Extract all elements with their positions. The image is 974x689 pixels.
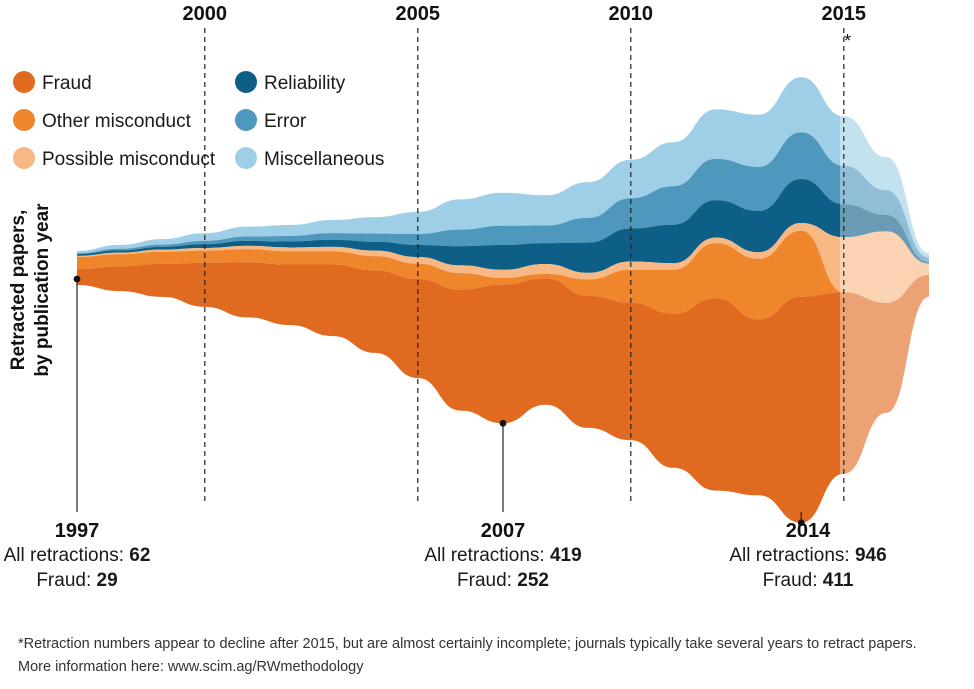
stream-other-misconduct: [77, 230, 929, 320]
footnote-link-line[interactable]: More information here: www.scim.ag/RWmet…: [18, 659, 364, 675]
annotation-leaders: [73, 275, 805, 527]
stream-error: [77, 132, 929, 263]
annotation-year: 1997: [55, 520, 100, 542]
year-gridlines: 2000 2005 2010 2015: [183, 3, 867, 505]
legend-swatch: [235, 147, 257, 169]
annotation-2014: 2014 All retractions: 946 Fraud: 411: [729, 520, 886, 591]
annotation-all-label: All retractions:: [729, 545, 855, 566]
x-tick-label: 2015: [822, 3, 867, 25]
x-tick-label: 2010: [609, 3, 654, 25]
stream-fraud: [77, 262, 929, 523]
legend-swatch: [13, 71, 35, 93]
legend-swatch: [13, 109, 35, 131]
annotation-fraud-value: 252: [517, 570, 549, 591]
annotation-1997: 1997 All retractions: 62 Fraud: 29: [4, 520, 151, 591]
legend-label: Miscellaneous: [264, 149, 384, 170]
annotation-all-retractions: All retractions: 62: [4, 545, 151, 566]
x-tick-label: 2000: [183, 3, 228, 25]
annotation-dot-2007: [499, 419, 507, 427]
annotation-dot-1997: [73, 275, 81, 283]
annotation-fraud: Fraud: 411: [763, 570, 854, 591]
annotation-dot-2014: [797, 519, 805, 527]
annotation-all-retractions: All retractions: 419: [424, 545, 581, 566]
legend-label: Other misconduct: [42, 111, 192, 132]
annotation-all-value: 62: [129, 545, 150, 566]
y-axis-label-line-1: Retracted papers,: [8, 210, 29, 371]
annotation-fraud: Fraud: 252: [457, 570, 549, 591]
annotation-year: 2007: [481, 520, 526, 542]
annotation-fraud-label: Fraud:: [763, 570, 823, 591]
annotation-fraud-value: 411: [823, 570, 854, 591]
stream-possible-misconduct: [77, 223, 929, 303]
legend-label: Fraud: [42, 73, 92, 94]
incomplete-data-fade: [840, 0, 974, 505]
y-axis-label: Retracted papers, by publication year: [8, 203, 53, 377]
annotation-2007: 2007 All retractions: 419 Fraud: 252: [424, 520, 581, 591]
annotation-all-value: 419: [550, 545, 582, 566]
legend-swatch: [235, 109, 257, 131]
annotation-all-value: 946: [855, 545, 887, 566]
legend-label: Possible misconduct: [42, 149, 216, 170]
incomplete-marker: *: [844, 31, 851, 51]
stream-reliability: [77, 179, 929, 273]
legend-swatch: [13, 147, 35, 169]
legend: Fraud Other misconduct Possible misconduct…: [13, 71, 384, 170]
annotation-fraud-label: Fraud:: [36, 570, 96, 591]
legend-label: Error: [264, 111, 307, 132]
annotation-all-label: All retractions:: [4, 545, 130, 566]
annotation-year: 2014: [786, 520, 831, 542]
y-axis-label-line-2: by publication year: [32, 203, 53, 377]
legend-label: Reliability: [264, 73, 346, 94]
annotation-fraud: Fraud: 29: [36, 570, 117, 591]
footnote-line-1: *Retraction numbers appear to decline af…: [18, 636, 917, 652]
x-tick-label: 2005: [396, 3, 441, 25]
legend-swatch: [235, 71, 257, 93]
annotation-all-retractions: All retractions: 946: [729, 545, 886, 566]
annotation-fraud-value: 29: [97, 570, 118, 591]
annotation-fraud-label: Fraud:: [457, 570, 517, 591]
stream-miscellaneous: [77, 77, 929, 258]
annotation-all-label: All retractions:: [424, 545, 550, 566]
stream-layers: [77, 77, 929, 523]
